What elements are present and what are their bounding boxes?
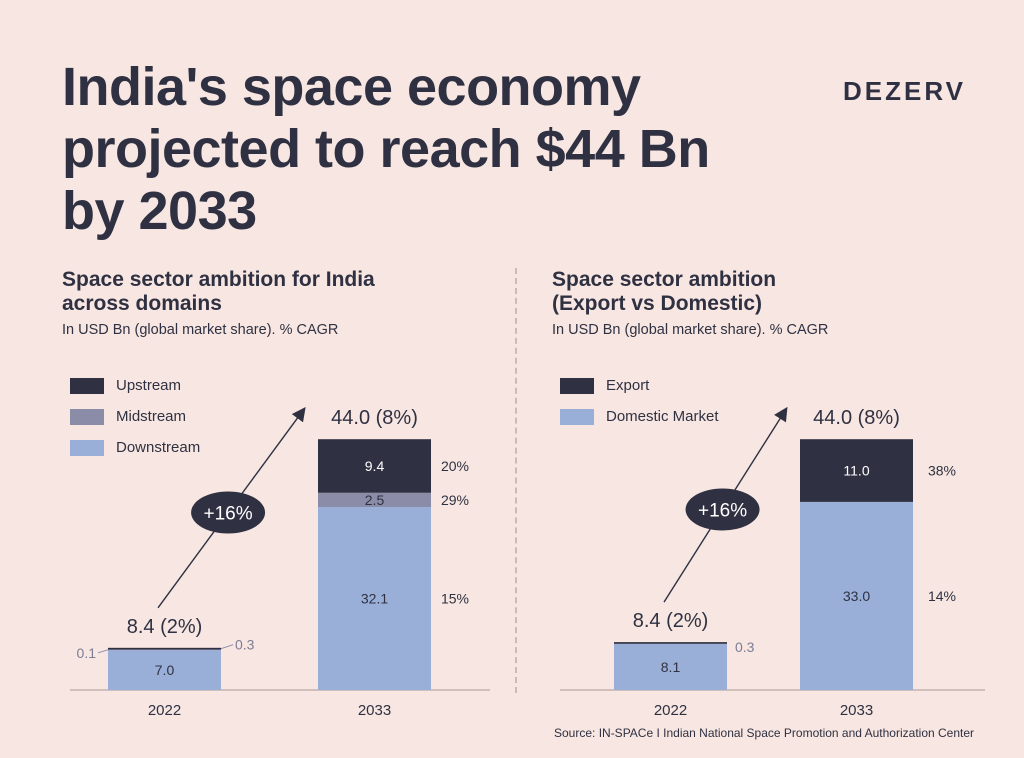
legend-label: Export	[606, 377, 650, 394]
category-tick-label: 2022	[654, 702, 687, 719]
chart-panel-domains: Space sector ambition for India across d…	[62, 268, 502, 728]
title-line-2: projected to reach $44 Bn	[62, 119, 710, 179]
legend-swatch	[560, 377, 594, 394]
bar-segment	[108, 647, 221, 650]
callout-label: 0.3	[235, 637, 255, 653]
legend-label: Upstream	[116, 377, 182, 394]
legend-swatch	[560, 408, 594, 425]
data-label: 2.5	[365, 492, 385, 508]
chart-subtitle: In USD Bn (global market share). % CAGR	[552, 322, 829, 338]
bar-segment	[318, 439, 431, 493]
legend-item-upstream: Upstream	[70, 370, 200, 401]
cagr-label: 20%	[441, 458, 469, 474]
chart-subtitle: In USD Bn (global market share). % CAGR	[62, 322, 339, 338]
callout-label: 0.1	[77, 645, 97, 661]
bar-total-label: 44.0 (8%)	[813, 407, 900, 429]
callout-line	[97, 649, 109, 654]
growth-label: +16%	[698, 501, 747, 522]
callout-label: 0.3	[735, 639, 755, 655]
legend-item-downstream: Downstream	[70, 432, 200, 463]
cagr-label: 15%	[441, 591, 469, 607]
legend-item-export: Export	[560, 370, 719, 401]
bar-segment	[108, 649, 221, 651]
chart-title-line-2: across domains	[62, 292, 222, 315]
legend-swatch	[70, 408, 104, 425]
source-note: Source: IN-SPACe I Indian National Space…	[554, 726, 975, 740]
legend-swatch	[70, 439, 104, 456]
bar-segment	[614, 642, 727, 644]
category-tick-label: 2033	[840, 702, 873, 719]
chart-title-line-1: Space sector ambition for India	[62, 268, 375, 291]
title-line-3: by 2033	[62, 181, 257, 241]
legend-item-domestic: Domestic Market	[560, 401, 719, 432]
growth-badge	[191, 491, 266, 534]
bar-segment	[614, 643, 727, 690]
chart-panel-export-domestic: Space sector ambition (Export vs Domesti…	[552, 268, 992, 728]
legend-label: Midstream	[116, 408, 187, 425]
page-title: India's space economy projected to reach…	[62, 56, 782, 242]
data-label: 11.0	[843, 463, 869, 479]
bar-segment	[800, 501, 913, 690]
legend-label: Downstream	[116, 439, 201, 456]
legend-swatch	[70, 377, 104, 394]
bar-total-label: 8.4 (2%)	[633, 610, 709, 632]
bar-total-label: 8.4 (2%)	[127, 616, 203, 638]
chart-legend: Upstream Midstream Downstream	[70, 370, 200, 463]
category-tick-label: 2033	[358, 702, 391, 719]
cagr-label: 38%	[928, 463, 956, 479]
data-label: 9.4	[365, 458, 385, 474]
panel-divider	[515, 268, 517, 693]
brand-logo: DEZERV	[843, 76, 966, 106]
data-label: 32.1	[361, 591, 388, 607]
callout-line	[220, 644, 234, 650]
bar-segment	[318, 507, 431, 690]
chart-title-line-2: (Export vs Domestic)	[552, 292, 763, 315]
bar-segment	[800, 439, 913, 502]
chart-title: Space sector ambition (Export vs Domesti…	[552, 268, 992, 316]
chart-2: 8.1 2022 8.4 (2%) 33.0 14% 11.0 38% 2033 44.0 (8…	[560, 406, 985, 719]
title-line-1: India's space economy	[62, 57, 641, 117]
bar-total-label: 44.0 (8%)	[331, 407, 418, 429]
data-label: 33.0	[843, 588, 870, 604]
bar-segment	[318, 492, 431, 508]
bar-segment	[108, 650, 221, 690]
chart-1: 7.0 2022 8.4 (2%) 32.1 15% 2.5 29% 9.4 20% 2033 44…	[70, 406, 490, 719]
cagr-label: 29%	[441, 492, 469, 508]
legend-item-midstream: Midstream	[70, 401, 200, 432]
category-tick-label: 2022	[148, 702, 181, 719]
legend-label: Domestic Market	[606, 408, 719, 425]
data-label: 7.0	[155, 662, 175, 678]
growth-badge	[685, 488, 760, 531]
data-label: 8.1	[661, 659, 681, 675]
chart-legend: Export Domestic Market	[560, 370, 719, 432]
growth-label: +16%	[204, 503, 253, 524]
cagr-label: 14%	[928, 588, 956, 604]
chart-title: Space sector ambition for India across d…	[62, 268, 502, 316]
chart-title-line-1: Space sector ambition	[552, 268, 777, 291]
